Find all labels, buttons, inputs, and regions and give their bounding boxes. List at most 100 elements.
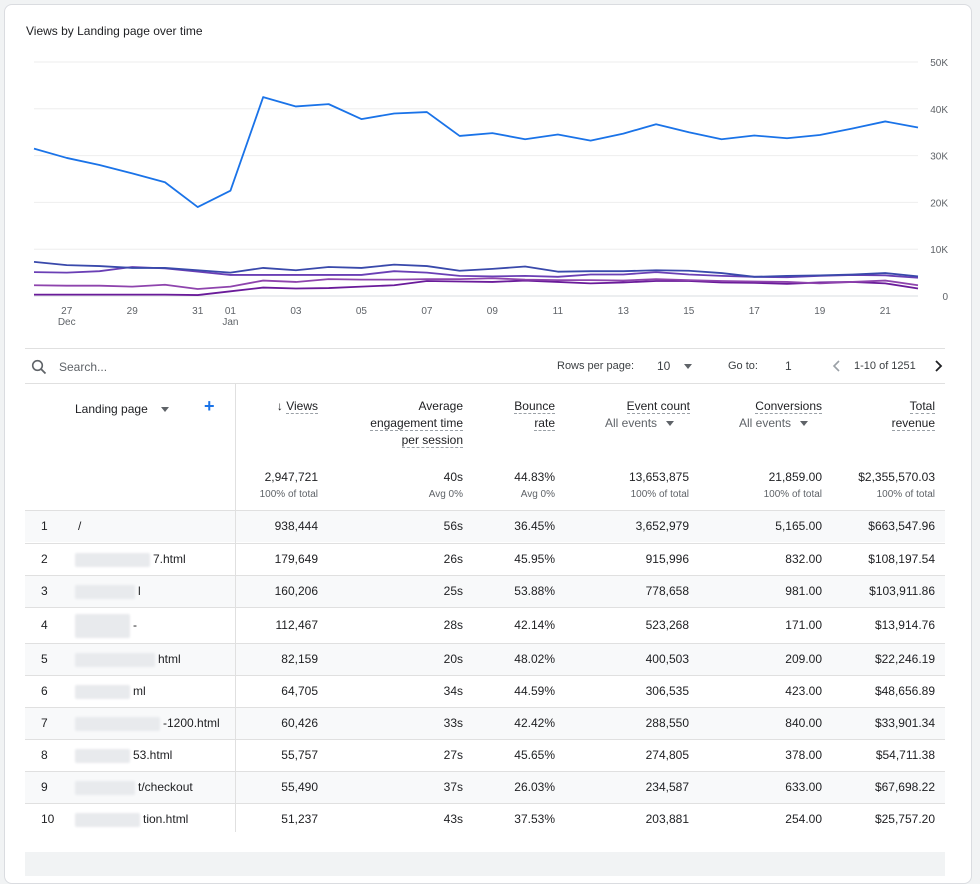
row-views: 60,426 <box>281 716 318 730</box>
total-views: 2,947,721 <box>264 470 318 484</box>
chart-title: Views by Landing page over time <box>26 24 203 38</box>
x-tick-label: 01 <box>225 306 237 317</box>
chevron-right-icon[interactable] <box>931 359 945 373</box>
row-conversions: 840.00 <box>785 716 822 730</box>
row-revenue: $22,246.19 <box>874 652 935 666</box>
row-landing-page[interactable]: html <box>158 652 181 666</box>
dimension-header[interactable]: Landing page <box>75 401 170 418</box>
row-number: 7 <box>41 716 48 730</box>
row-bounce-rate: 45.95% <box>514 552 555 566</box>
y-tick-label: 30K <box>930 152 948 163</box>
row-conversions: 171.00 <box>785 618 822 632</box>
goto-input[interactable]: 1 <box>785 359 792 373</box>
total-engagement: 40s <box>443 470 463 484</box>
total-event-count: 13,653,875 <box>628 470 689 484</box>
y-tick-label: 40K <box>930 105 948 116</box>
row-landing-page[interactable]: - <box>133 618 137 632</box>
row-revenue: $25,757.20 <box>874 812 935 826</box>
redacted-text <box>75 553 150 567</box>
event-count-header[interactable]: Event count All events <box>590 398 690 432</box>
row-views: 55,490 <box>281 780 318 794</box>
conversions-header[interactable]: Conversions All events <box>722 398 822 432</box>
row-conversions: 254.00 <box>785 812 822 826</box>
table-row[interactable]: 10 tion.html 51,237 43s 37.53% 203,881 254.00 $… <box>25 803 945 835</box>
row-revenue: $33,901.34 <box>874 716 935 730</box>
engagement-header[interactable]: Average engagement time per session <box>330 398 463 449</box>
row-engagement: 20s <box>443 652 463 666</box>
row-number: 1 <box>41 519 48 533</box>
table-row[interactable]: 8 53.html 55,757 27s 45.65% 274,805 378.00 $54,… <box>25 739 945 771</box>
row-conversions: 378.00 <box>785 748 822 762</box>
row-landing-page[interactable]: 7.html <box>153 552 186 566</box>
chevron-down-icon <box>666 421 675 427</box>
row-event-count: 288,550 <box>645 716 689 730</box>
row-number: 6 <box>41 684 48 698</box>
rows-per-page-value: 10 <box>657 359 671 373</box>
bounce-header[interactable]: Bounce rate <box>480 398 555 432</box>
row-engagement: 27s <box>443 748 463 762</box>
row-number: 4 <box>41 618 48 632</box>
table-footer <box>25 852 945 876</box>
views-header[interactable]: ↓ Views <box>248 398 318 415</box>
revenue-header[interactable]: Total revenue <box>840 398 935 432</box>
table-row[interactable]: 2 7.html 179,649 26s 45.95% 915,996 832.00 $108… <box>25 543 945 575</box>
chevron-down-icon <box>161 407 170 413</box>
search-icon <box>31 359 47 375</box>
event-count-filter[interactable]: All events <box>605 416 658 430</box>
row-revenue: $48,656.89 <box>874 684 935 698</box>
table-row[interactable]: 3 l 160,206 25s 53.88% 778,658 981.00 $103,911.… <box>25 575 945 607</box>
table-row[interactable]: 5 html 82,159 20s 48.02% 400,503 209.00 $22,246… <box>25 643 945 675</box>
row-landing-page[interactable]: -1200.html <box>163 716 220 730</box>
add-dimension-icon[interactable]: + <box>204 396 215 416</box>
chevron-left-icon[interactable] <box>830 359 844 373</box>
row-landing-page[interactable]: ml <box>133 684 146 698</box>
row-bounce-rate: 42.42% <box>514 716 555 730</box>
rows-per-page-select[interactable]: 10 <box>657 359 692 373</box>
x-tick-label: 21 <box>880 306 892 317</box>
conversions-filter[interactable]: All events <box>739 416 792 430</box>
row-event-count: 778,658 <box>645 584 689 598</box>
x-tick-label: 11 <box>553 306 564 317</box>
row-event-count: 3,652,979 <box>635 519 689 533</box>
row-event-count: 306,535 <box>645 684 689 698</box>
table-row[interactable]: 1 / 938,444 56s 36.45% 3,652,979 5,165.00 $663,… <box>25 510 945 542</box>
row-landing-page[interactable]: l <box>138 584 141 598</box>
redacted-text <box>75 781 135 795</box>
series-line[interactable] <box>33 277 919 290</box>
table-row[interactable]: 7 -1200.html 60,426 33s 42.42% 288,550 840.00 $… <box>25 707 945 739</box>
total-bounce-sub: Avg 0% <box>520 489 555 500</box>
series-line[interactable] <box>33 260 919 278</box>
redacted-text <box>75 653 155 667</box>
table-row[interactable]: 9 t/checkout 55,490 37s 26.03% 234,587 633.00 $… <box>25 771 945 803</box>
redacted-text <box>75 614 130 638</box>
total-conversions-sub: 100% of total <box>763 489 822 500</box>
row-conversions: 981.00 <box>785 584 822 598</box>
table-row[interactable]: 4 - 112,467 28s 42.14% 523,268 171.00 $13,914.7… <box>25 607 945 643</box>
row-conversions: 423.00 <box>785 684 822 698</box>
row-revenue: $54,711.38 <box>875 748 935 762</box>
row-divider <box>25 707 945 708</box>
row-divider <box>25 803 945 804</box>
search-input[interactable] <box>57 356 261 378</box>
total-revenue-sub: 100% of total <box>876 489 935 500</box>
redacted-text <box>75 585 135 599</box>
row-number: 2 <box>41 552 48 566</box>
series-line[interactable] <box>33 96 919 208</box>
row-landing-page[interactable]: / <box>78 519 82 533</box>
row-views: 179,649 <box>274 552 318 566</box>
series-line[interactable] <box>34 279 919 296</box>
x-tick-label: 31 <box>192 306 204 317</box>
row-landing-page[interactable]: 53.html <box>133 748 173 762</box>
redacted-text <box>75 685 130 699</box>
x-tick-label: 09 <box>487 306 499 317</box>
redacted-text <box>75 813 140 827</box>
row-landing-page[interactable]: tion.html <box>143 812 189 826</box>
row-bounce-rate: 45.65% <box>514 748 555 762</box>
row-number: 5 <box>41 652 48 666</box>
x-tick-label: 03 <box>290 306 302 317</box>
y-tick-label: 20K <box>930 198 948 209</box>
table-row[interactable]: 6 ml 64,705 34s 44.59% 306,535 423.00 $48,656.8… <box>25 675 945 707</box>
row-landing-page[interactable]: t/checkout <box>138 780 193 794</box>
row-revenue: $103,911.86 <box>869 584 935 598</box>
row-divider <box>25 675 945 676</box>
